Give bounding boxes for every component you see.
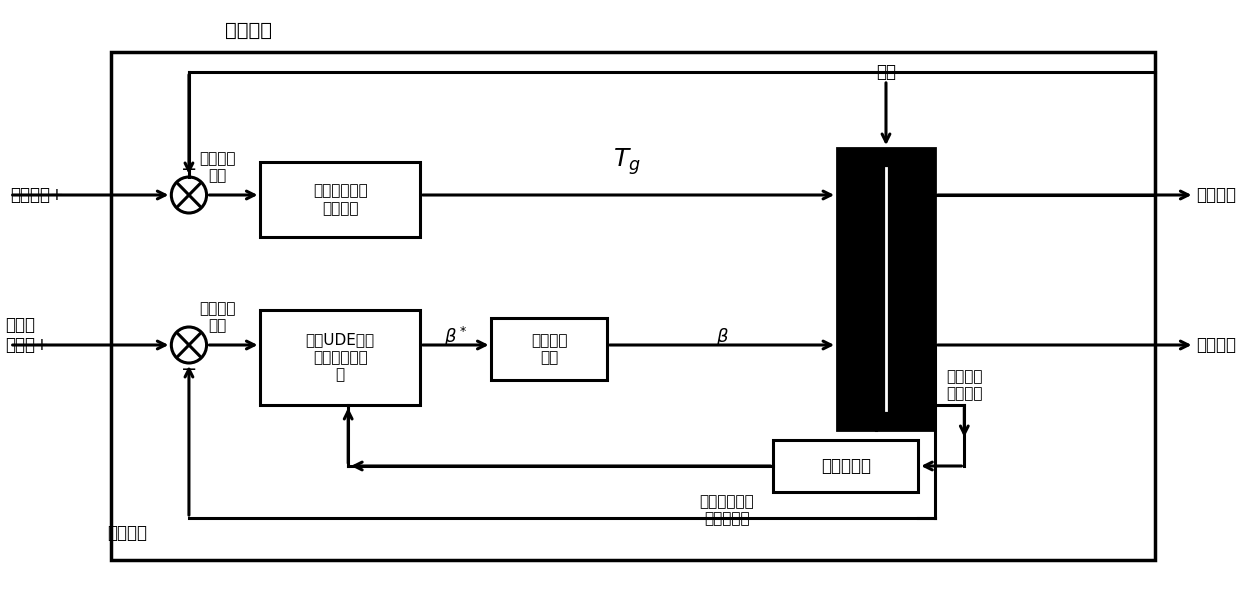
- Bar: [110, 52, 1156, 560]
- Text: 系统未知
项及干扰: 系统未知 项及干扰: [946, 369, 982, 401]
- Bar: [260, 310, 420, 405]
- Text: $\beta$: $\beta$: [715, 326, 728, 348]
- Text: 滑模变结构转
矩控制器: 滑模变结构转 矩控制器: [312, 184, 367, 216]
- Text: 发电功率: 发电功率: [1197, 186, 1236, 204]
- Bar: [260, 162, 420, 237]
- Text: 发电功率: 发电功率: [226, 20, 272, 39]
- Text: 低通滤波器: 低通滤波器: [821, 457, 870, 475]
- Bar: [491, 318, 606, 380]
- Text: $\beta^*$: $\beta^*$: [444, 325, 467, 349]
- Text: −: −: [181, 160, 197, 179]
- Text: 系统未知项及
干扰估计值: 系统未知项及 干扰估计值: [699, 494, 754, 526]
- Text: 功率调节
误差: 功率调节 误差: [200, 151, 236, 183]
- Text: 干扰: 干扰: [875, 63, 897, 81]
- Text: 风轮转速: 风轮转速: [108, 524, 148, 542]
- Bar: [774, 440, 919, 492]
- Text: 额定风
轮转速+: 额定风 轮转速+: [5, 316, 48, 355]
- Text: −: −: [181, 361, 197, 380]
- Text: 基于UDE原理
的桨距角控制
器: 基于UDE原理 的桨距角控制 器: [305, 332, 374, 382]
- Text: $T_g$: $T_g$: [613, 147, 640, 178]
- Bar: [837, 148, 935, 430]
- Text: 转速调节
误差: 转速调节 误差: [200, 301, 236, 333]
- Text: 额定功率+: 额定功率+: [10, 186, 63, 204]
- Text: 桨距角执
行器: 桨距角执 行器: [531, 333, 568, 365]
- Text: 风轮转速: 风轮转速: [1197, 336, 1236, 354]
